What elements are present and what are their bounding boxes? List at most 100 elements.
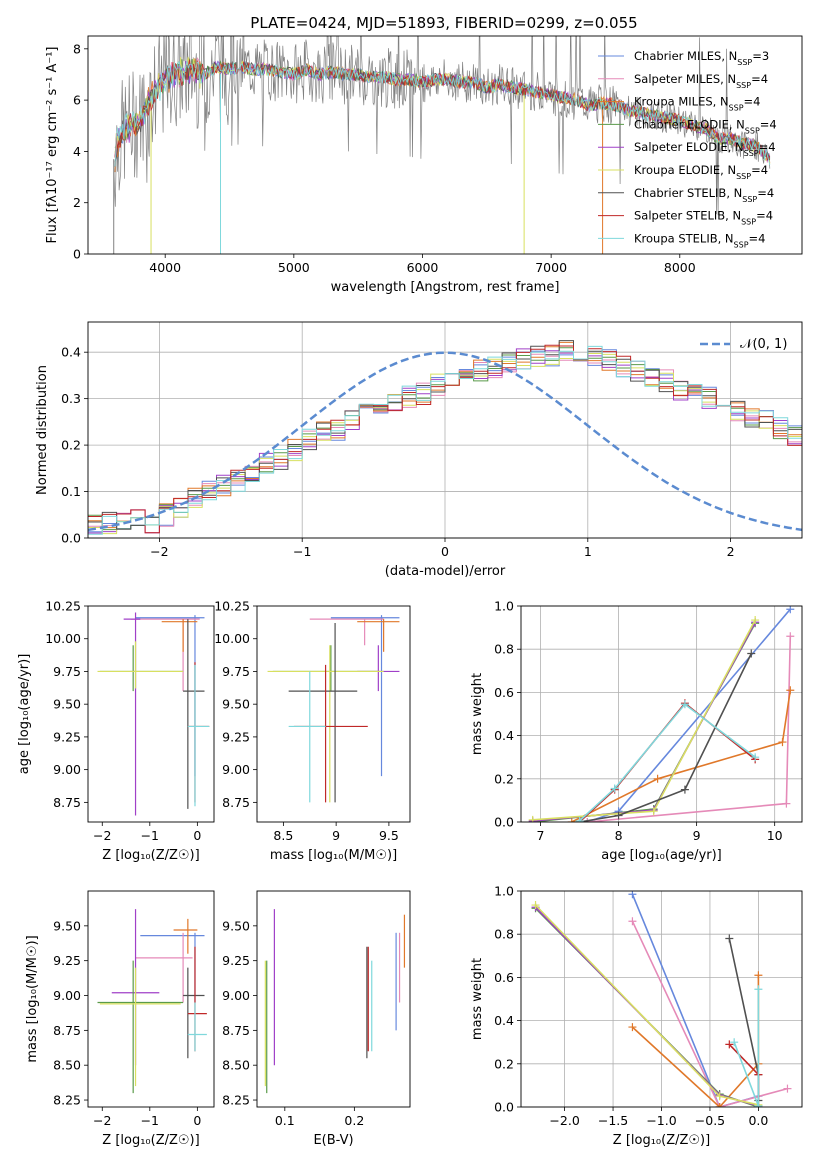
- weight-marker: [628, 891, 637, 899]
- weight-marker: [786, 606, 795, 614]
- legend-subscript: SSP: [742, 194, 757, 203]
- x-axis-label: (data-model)/error: [385, 564, 506, 579]
- histogram-plot-area: [88, 340, 802, 535]
- x-tick-label: −2: [93, 828, 111, 843]
- weight-line: [579, 653, 753, 822]
- x-tick-label: 10: [767, 828, 783, 843]
- legend-suffix: =4: [751, 163, 768, 177]
- histogram-step-line: [88, 344, 802, 534]
- weight-marker: [531, 901, 540, 910]
- weight-marker: [754, 985, 763, 994]
- legend-label: 𝒩(0, 1): [740, 337, 787, 352]
- figure-title: PLATE=0424, MJD=51893, FIBERID=0299, z=0…: [250, 14, 637, 32]
- y-tick-label: 9.00: [53, 988, 81, 1003]
- legend-subscript: SSP: [737, 58, 752, 67]
- legend-suffix: =4: [756, 209, 773, 223]
- y-tick-label: 0.2: [494, 1056, 514, 1071]
- weight-plot-area: [528, 606, 795, 822]
- weight-marker: [715, 1103, 724, 1107]
- weight-marker: [786, 686, 795, 695]
- y-tick-label: 0.6: [494, 970, 514, 985]
- legend-label: Chabrier MILES, NSSP=3: [634, 49, 769, 67]
- y-tick-label: 8.75: [53, 1023, 81, 1038]
- weight-marker: [614, 811, 623, 820]
- legend-suffix: =4: [759, 140, 776, 154]
- legend-suffix: =4: [744, 95, 761, 109]
- x-tick-label: 5000: [278, 260, 310, 275]
- weight-line: [728, 938, 760, 1101]
- x-tick-label: 0: [441, 544, 449, 559]
- x-tick-label: −1.0: [646, 1113, 676, 1128]
- weight-line: [631, 975, 760, 1107]
- y-tick-label: 9.75: [53, 664, 81, 679]
- legend-suffix: =4: [751, 72, 768, 86]
- errorbar-plot-area: [267, 615, 400, 803]
- x-tick-label: 8.5: [273, 828, 293, 843]
- legend-label: Chabrier STELIB, NSSP=4: [634, 186, 774, 204]
- z-age-panel: −2 −1 0 8.75 9.00 9.25 9.50 9.75 10.00 10.25 Z [lo…: [17, 599, 215, 863]
- y-tick-label: 8.50: [53, 1058, 81, 1073]
- y-tick-label: 1.0: [494, 599, 514, 614]
- normal-curve: [88, 351, 802, 532]
- y-tick-label: 9.25: [222, 953, 250, 968]
- weight-line: [532, 619, 756, 821]
- z-mass-panel: −2 −1 0 8.25 8.50 8.75 9.00 9.25 9.50 Z [log₁₀(Z/…: [25, 890, 215, 1148]
- y-axis-label: mass weight: [470, 958, 485, 1040]
- y-tick-label: 0.8: [494, 927, 514, 942]
- legend-subscript: SSP: [729, 103, 744, 112]
- y-tick-label: 8.75: [222, 795, 250, 810]
- x-axis-label: wavelength [Angstrom, rest frame]: [331, 280, 560, 295]
- x-tick-label: 6000: [407, 260, 439, 275]
- axes-frame: [87, 321, 803, 539]
- x-tick-label: −2.0: [549, 1113, 579, 1128]
- weight-marker: [653, 774, 662, 783]
- axes-frame: [520, 605, 803, 823]
- y-tick-label: 9.00: [222, 762, 250, 777]
- spectrum-plot-area: [113, 36, 771, 254]
- x-tick-label: −0.5: [695, 1113, 725, 1128]
- y-tick-label: 0.6: [494, 685, 514, 700]
- legend-label: Salpeter ELODIE, NSSP=4: [634, 140, 776, 158]
- weight-line: [631, 893, 759, 1107]
- weight-marker: [575, 816, 584, 822]
- axes-frame: [256, 890, 411, 1108]
- legend-label: Chabrier ELODIE, NSSP=4: [634, 117, 777, 135]
- y-tick-label: 8: [73, 41, 81, 56]
- legend-label: Salpeter MILES, NSSP=4: [634, 72, 768, 90]
- weight-marker: [782, 799, 791, 808]
- legend-label: Salpeter STELIB, NSSP=4: [634, 209, 773, 227]
- x-axis-label: mass [log₁₀(M/M☉)]: [270, 848, 397, 863]
- legend-suffix: =4: [760, 117, 777, 131]
- legend-label: Kroupa ELODIE, NSSP=4: [634, 163, 768, 181]
- model-spectrum-line: [114, 59, 771, 167]
- weight-line: [578, 703, 756, 822]
- x-tick-label: −2: [93, 1113, 111, 1128]
- legend-subscript: SSP: [745, 126, 760, 135]
- axes-frame: [87, 890, 215, 1108]
- y-axis-label: Flux [fλ10⁻¹⁷ erg cm⁻² s⁻¹ A⁻¹]: [45, 47, 60, 244]
- axes-frame: [520, 890, 803, 1108]
- weight-marker: [725, 1040, 734, 1049]
- weight-marker: [786, 632, 795, 641]
- y-tick-label: 8.75: [222, 1023, 250, 1038]
- legend-subscript: SSP: [736, 172, 751, 181]
- histogram-step-line: [88, 340, 802, 530]
- errorbar-plot-area: [97, 612, 210, 816]
- x-tick-label: 0.0: [748, 1113, 768, 1128]
- y-tick-label: 9.50: [222, 697, 250, 712]
- x-tick-label: 9: [693, 828, 701, 843]
- y-tick-label: 0.4: [494, 728, 514, 743]
- weight-marker: [649, 807, 658, 816]
- y-tick-label: 9.50: [53, 697, 81, 712]
- y-tick-label: 0.1: [61, 484, 81, 499]
- weight-marker: [747, 649, 756, 658]
- x-tick-label: 8: [615, 828, 623, 843]
- y-tick-label: 0.2: [61, 438, 81, 453]
- x-tick-label: −1: [293, 544, 311, 559]
- weight-line: [534, 907, 759, 1107]
- x-tick-label: 0.1: [275, 1113, 295, 1128]
- legend-subscript: SSP: [736, 80, 751, 89]
- y-tick-label: 10.00: [214, 631, 250, 646]
- y-tick-label: 10.00: [45, 631, 81, 646]
